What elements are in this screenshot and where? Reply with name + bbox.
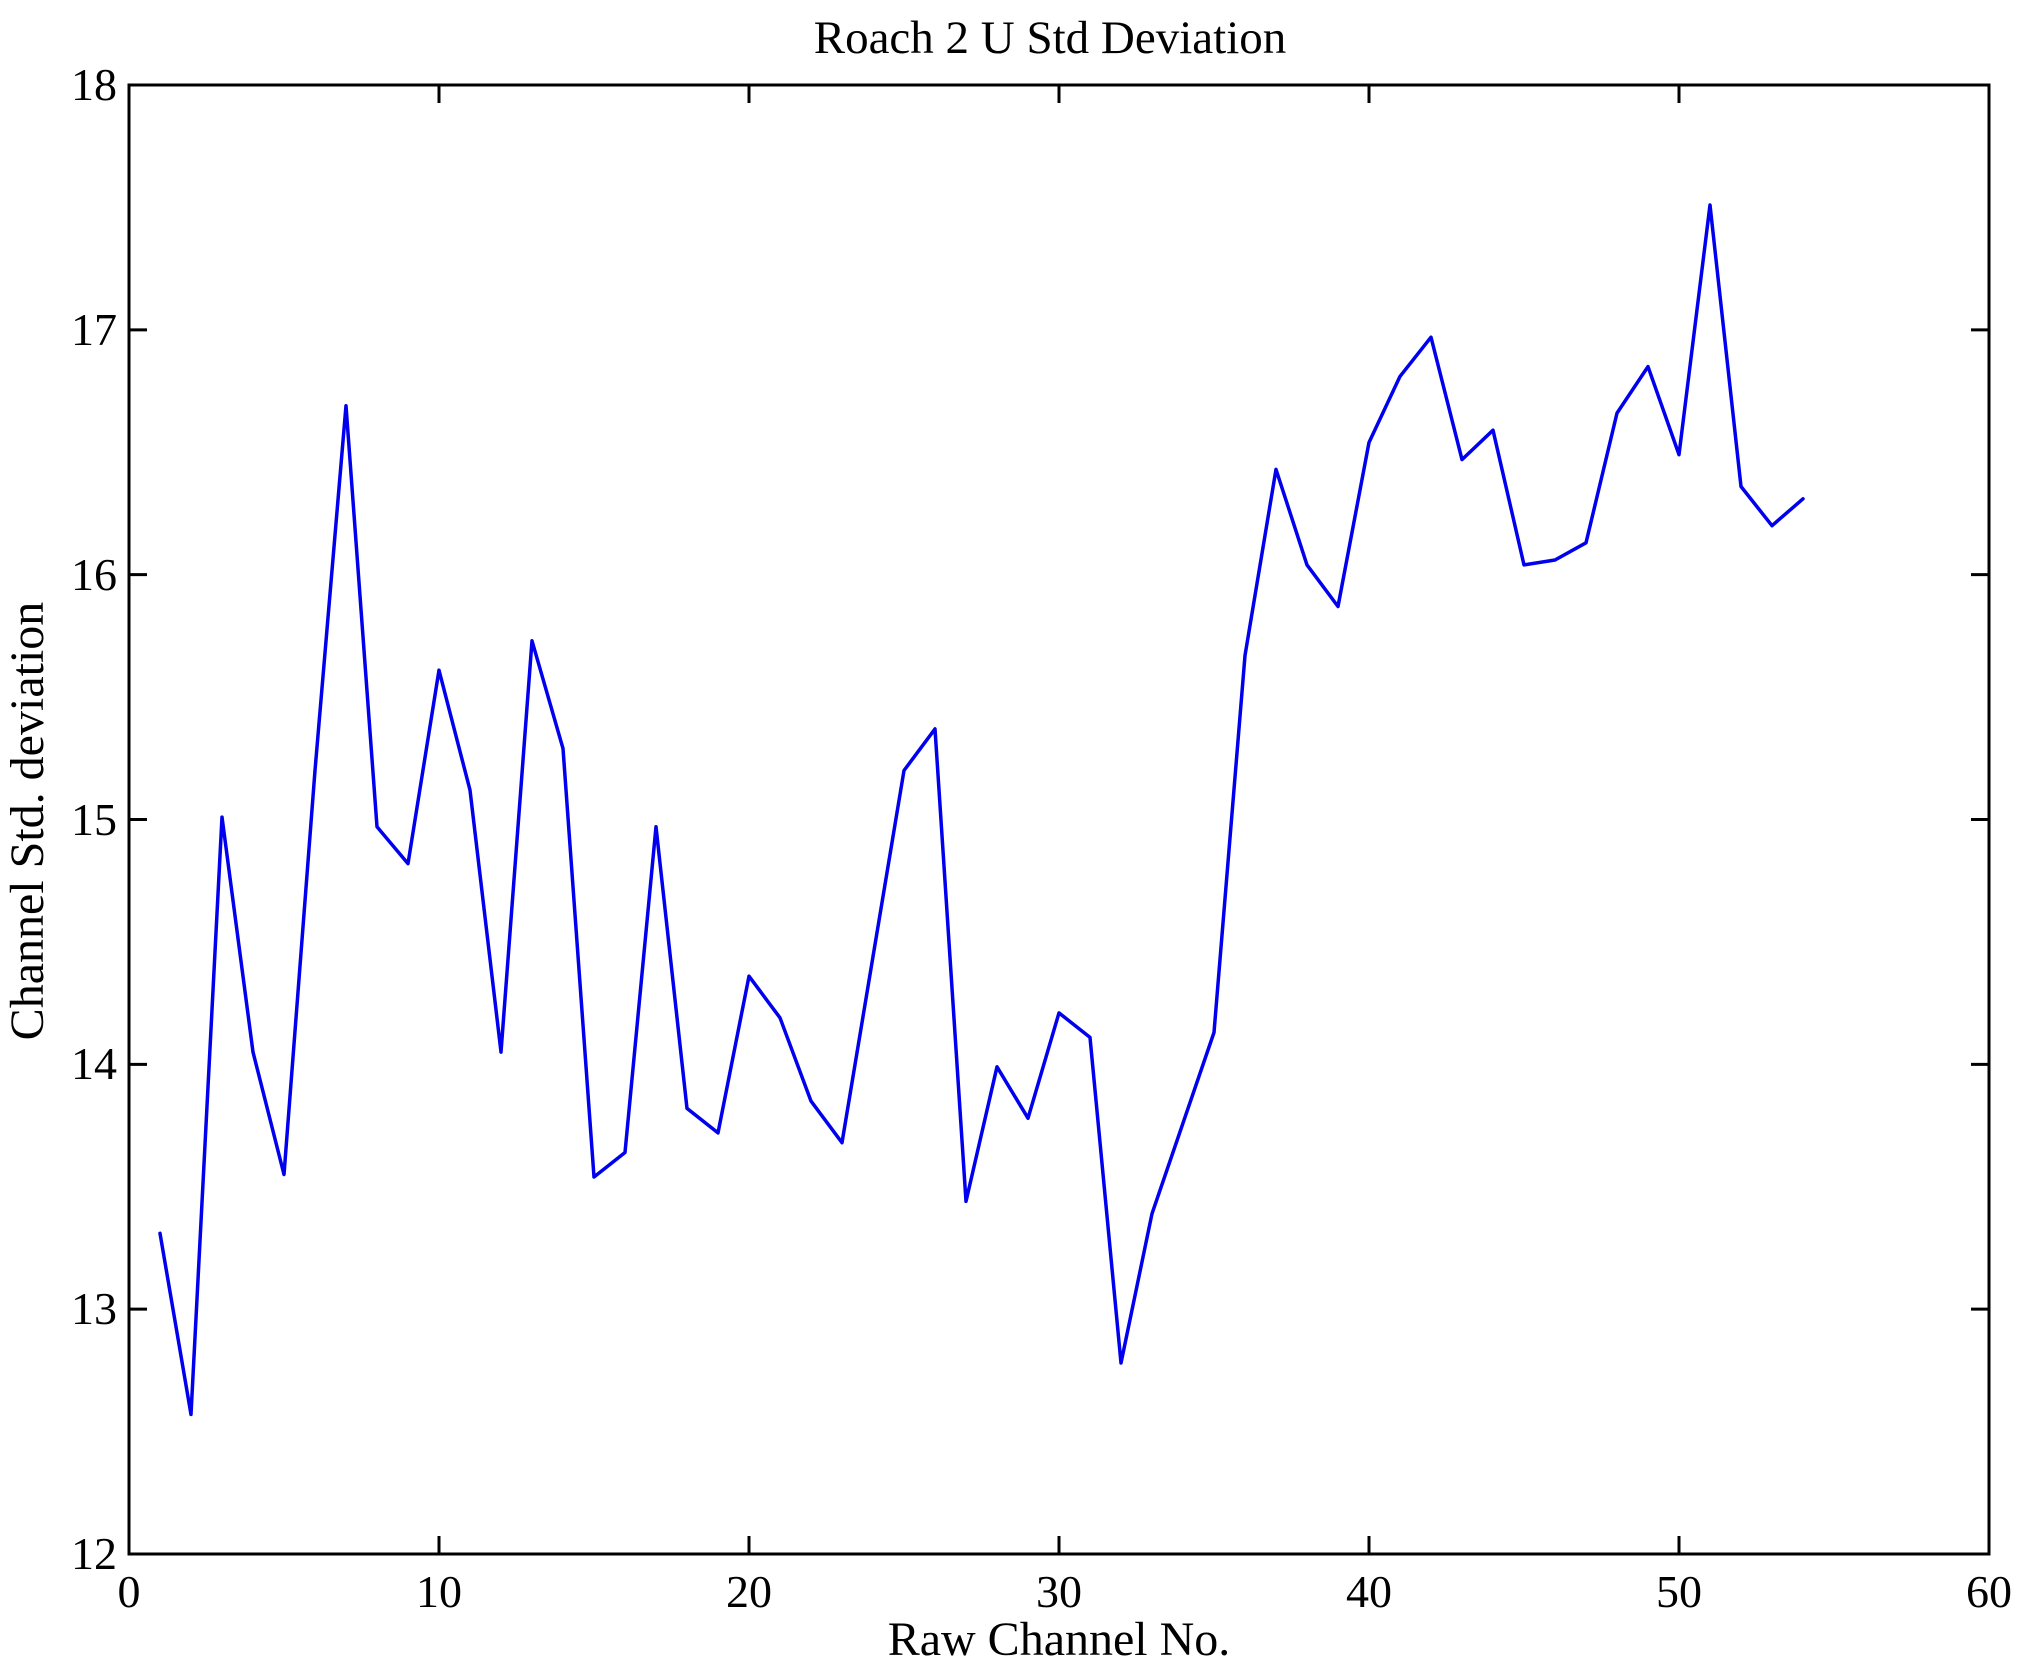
x-tick-label: 0 [117,1566,141,1617]
y-tick-label: 12 [71,1528,117,1579]
y-tick-label: 15 [71,793,117,845]
data-line [158,203,1805,1417]
y-tick-label: 16 [71,548,117,600]
x-tick-label: 20 [726,1566,772,1617]
y-tick-label: 17 [71,303,117,355]
chart-title: Roach 2 U Std Deviation [813,12,1287,64]
axes-box [127,83,1991,1556]
y-tick-label: 13 [71,1283,117,1335]
x-tick-label: 10 [416,1566,462,1617]
x-tick-label: 30 [1036,1566,1082,1617]
x-tick-label: 60 [1966,1566,2012,1617]
y-tick-label: 18 [71,59,117,110]
x-tick-label: 50 [1656,1566,1702,1617]
x-tick-label: 40 [1346,1566,1392,1617]
y-tick-label: 14 [71,1038,117,1090]
x-axis-label: Raw Channel No. [887,1613,1231,1666]
